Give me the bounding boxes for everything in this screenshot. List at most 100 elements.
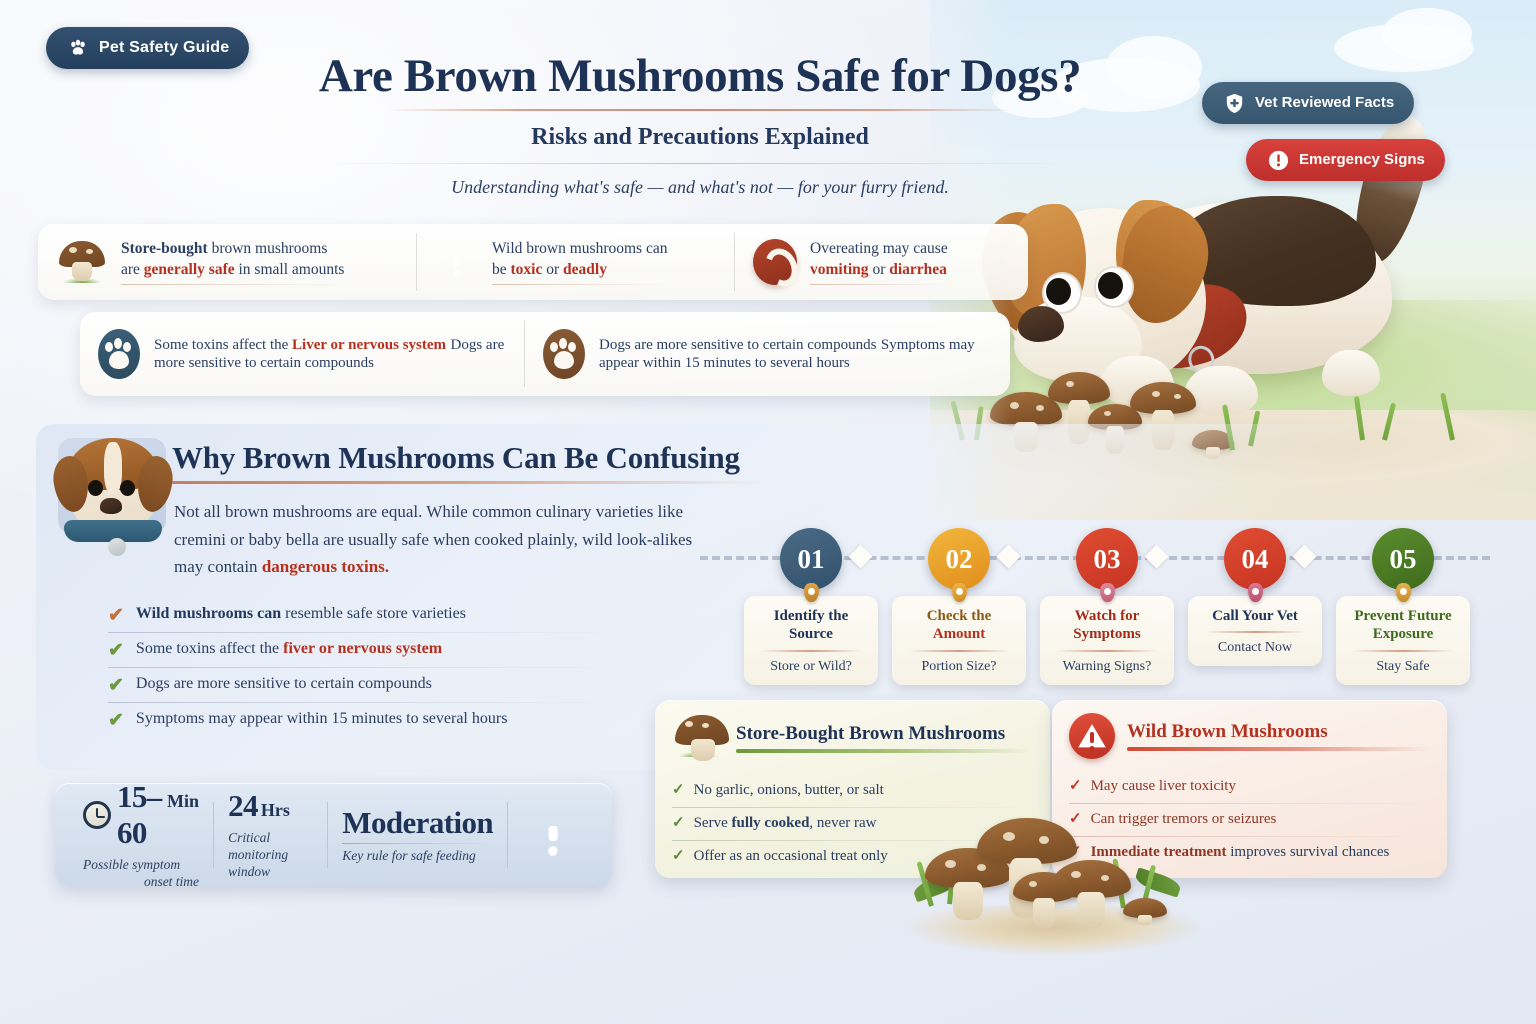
- fact-strip-row-2: Some toxins affect the Liver or nervous …: [80, 312, 1010, 396]
- fact-item-toxins-liver: Some toxins affect the Liver or nervous …: [80, 321, 524, 387]
- list-item: ✔ Some toxins affect the fiver or nervou…: [108, 633, 628, 667]
- fact-line1: Wild brown mushrooms can: [492, 240, 668, 258]
- brand-badge[interactable]: Pet Safety Guide: [46, 27, 250, 69]
- check-icon: ✓: [672, 813, 685, 831]
- step-card[interactable]: Prevent Future Exposure Stay Safe: [1336, 596, 1470, 685]
- step-pin-icon: [1247, 583, 1263, 602]
- stat-value: 15–60: [117, 778, 162, 850]
- mushroom-icon: [672, 713, 729, 763]
- stat-value: 24: [228, 788, 258, 824]
- puppy-illustration: [970, 108, 1490, 450]
- step-subtitle: Warning Signs?: [1062, 658, 1152, 674]
- page-subtitle: Risks and Precautions Explained: [531, 123, 869, 150]
- compare-card-store-bought: Store-Bought Brown Mushrooms ✓ No garlic…: [655, 700, 1050, 878]
- list-item-label: Symptoms may appear within 15 minutes to…: [135, 710, 508, 727]
- fact-line1: Overeating may cause: [810, 240, 948, 258]
- subtitle-rule: [321, 162, 1079, 164]
- fact-hl-diarrhea: diarrhea: [889, 260, 947, 278]
- fact-strip-row-1: Store-bought brown mushrooms are general…: [38, 224, 1028, 300]
- stomach-icon: [753, 239, 797, 285]
- li-post: improves survival chances: [1226, 843, 1390, 860]
- check-icon: ✓: [1069, 809, 1082, 827]
- step-card[interactable]: Identify the Source Store or Wild?: [744, 596, 878, 685]
- fact-line1-highlight: Liver or nervous system: [292, 337, 447, 353]
- list-item-label: Serve fully cooked, never raw: [694, 814, 877, 833]
- list-item-label: Can trigger tremors or seizures: [1090, 810, 1277, 827]
- step-card[interactable]: Call Your Vet Contact Now: [1188, 596, 1322, 667]
- fact-hl-deadly: deadly: [563, 260, 607, 278]
- compare-card-list: ✓ May cause liver toxicity ✓ Can trigger…: [1069, 771, 1430, 868]
- check-icon: ✓: [672, 846, 685, 864]
- fact-line2-pre: are: [121, 260, 144, 278]
- fact-mid-or: or: [542, 260, 564, 278]
- check-icon: ✓: [1069, 777, 1082, 794]
- fact-item-text: Some toxins affect the Liver or nervous …: [154, 336, 506, 372]
- stat-unit: Hrs: [260, 800, 290, 821]
- fact-line1-pre: Some toxins affect the: [154, 337, 293, 353]
- li-pre: Serve: [693, 814, 732, 831]
- fact-item-wild-toxic: Wild brown mushrooms can be toxic or dea…: [416, 233, 734, 291]
- list-item-highlight: fiver or nervous system: [283, 640, 443, 657]
- fact-line2-post: in small amounts: [234, 260, 345, 278]
- timeline-step-03[interactable]: 03 Watch for Symptoms Warning Signs?: [1040, 528, 1174, 685]
- fact-mid-or: or: [868, 260, 890, 278]
- warning-triangle-icon: [522, 807, 584, 863]
- stat-sub-line2: monitoring window: [228, 847, 289, 879]
- mushroom-icon: [56, 239, 108, 285]
- step-title: Prevent Future Exposure: [1354, 608, 1452, 643]
- paw-icon: [66, 36, 90, 60]
- stat-moderation: Moderation Key rule for safe feeding: [327, 801, 507, 868]
- timeline-step-02[interactable]: 02 Check the Amount Portion Size?: [892, 528, 1026, 685]
- check-icon: ✔: [108, 675, 124, 696]
- title-rule: [386, 108, 1014, 111]
- list-item: ✔ Symptoms may appear within 15 minutes …: [108, 703, 628, 737]
- shield-plus-icon: [1222, 91, 1246, 115]
- step-card[interactable]: Watch for Symptoms Warning Signs?: [1040, 596, 1174, 685]
- compare-card-list: ✓ No garlic, onions, butter, or salt ✓ S…: [672, 775, 1033, 872]
- list-item-label: Wild mushrooms can resemble safe store v…: [136, 604, 466, 625]
- fact-item-text: Dogs are more sensitive to certain compo…: [599, 336, 976, 372]
- step-subtitle: Stay Safe: [1376, 658, 1430, 674]
- section-paragraph-text: Not all brown mushrooms are equal. While…: [174, 502, 693, 577]
- fact-line1: Dogs are more sensitive to certain compo…: [599, 337, 877, 353]
- step-title: Check the Amount: [926, 608, 992, 643]
- list-item-label: Dogs are more sensitive to certain compo…: [135, 675, 432, 692]
- brand-badge-label: Pet Safety Guide: [99, 39, 230, 56]
- section-header: Why Brown Mushrooms Can Be Confusing: [172, 440, 762, 484]
- list-item-label: No garlic, onions, butter, or salt: [693, 782, 884, 798]
- step-subtitle: Portion Size?: [921, 658, 997, 674]
- list-item: ✓ No garlic, onions, butter, or salt: [672, 775, 1033, 807]
- warning-triangle-icon: [435, 242, 479, 282]
- section-title: Why Brown Mushrooms Can Be Confusing: [172, 440, 740, 475]
- list-item-label: Some toxins affect the fiver or nervous …: [136, 639, 442, 660]
- stat-onset-time: 15–60 Min Possible symptom onset time: [69, 779, 213, 889]
- fact-item-store-bought: Store-bought brown mushrooms are general…: [38, 233, 416, 291]
- emergency-signs-badge[interactable]: Emergency Signs: [1246, 139, 1445, 181]
- fact-line2: Symptoms may appear within 15 minutes to…: [599, 337, 975, 371]
- timeline-step-01[interactable]: 01 Identify the Source Store or Wild?: [744, 528, 878, 685]
- compare-card-title: Store-Bought Brown Mushrooms: [736, 723, 1006, 744]
- emergency-signs-badge-label: Emergency Signs: [1299, 151, 1425, 169]
- fact-item-sensitivity: Dogs are more sensitive to certain compo…: [524, 321, 994, 387]
- list-item-label: Offer as an occasional treat only: [693, 847, 888, 864]
- compare-card-header: Store-Bought Brown Mushrooms: [672, 713, 1033, 763]
- fact-item-text: Store-bought brown mushrooms are general…: [121, 239, 345, 285]
- stats-bar: 15–60 Min Possible symptom onset time 24…: [55, 779, 612, 889]
- list-item-label: Immediate treatment improves survival ch…: [1091, 843, 1390, 862]
- fact-line1: Some toxins affect the Liver or nervous …: [154, 337, 446, 353]
- clock-icon: [83, 800, 111, 829]
- timeline-step-04[interactable]: 04 Call Your Vet Contact Now: [1188, 528, 1322, 685]
- list-item-rest: resemble safe store varieties: [281, 605, 466, 622]
- list-item: ✓ Offer as an occasional treat only: [672, 841, 1033, 873]
- step-card[interactable]: Check the Amount Portion Size?: [892, 596, 1026, 685]
- stat-value: Moderation: [342, 804, 493, 840]
- list-item: ✓ Serve fully cooked, never raw: [672, 808, 1033, 840]
- step-number: 05: [1372, 528, 1434, 590]
- stat-sub-line1: Possible symptom: [83, 856, 181, 872]
- step-pin-icon: [1395, 583, 1411, 602]
- vet-reviewed-badge-label: Vet Reviewed Facts: [1255, 94, 1395, 112]
- vet-reviewed-badge[interactable]: Vet Reviewed Facts: [1202, 82, 1415, 124]
- stat-sub: Possible symptom onset time: [83, 857, 199, 890]
- steps-timeline: 01 Identify the Source Store or Wild? 02…: [700, 528, 1490, 685]
- timeline-step-05[interactable]: 05 Prevent Future Exposure Stay Safe: [1336, 528, 1470, 685]
